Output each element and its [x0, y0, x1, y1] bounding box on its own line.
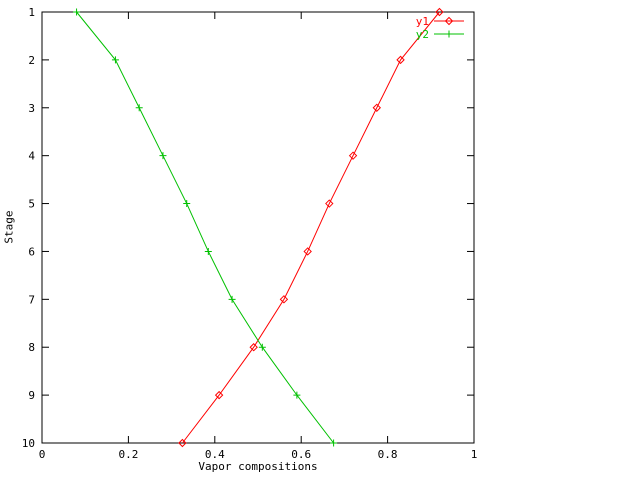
series-point-y2-stage-9	[293, 391, 301, 399]
legend-sample-marker-y2	[445, 30, 453, 38]
series-point-y2-stage-3	[135, 104, 143, 112]
y-tick-label: 7	[28, 293, 35, 306]
series-point-y2-stage-6	[204, 247, 212, 255]
x-tick-label: 0.8	[378, 448, 398, 461]
y-axis-label: Stage	[2, 210, 16, 244]
series-point-y1-stage-3	[372, 103, 382, 112]
series-point-y2-stage-4	[159, 152, 167, 160]
series-point-y2-stage-8	[258, 343, 266, 351]
y-tick-label: 3	[28, 102, 35, 115]
legend-label-y1: y1	[416, 15, 429, 28]
x-tick-label: 0.6	[291, 448, 311, 461]
plot-border	[41, 11, 475, 444]
x-tick-label: 0.4	[205, 448, 225, 461]
series-line-y2	[76, 11, 334, 444]
series-point-y1-stage-9	[214, 390, 224, 400]
x-tick-label: 0.2	[118, 448, 138, 461]
y-tick-label: 5	[28, 198, 35, 211]
series-line-y1	[182, 11, 440, 444]
x-tick-label: 1	[471, 448, 478, 461]
y-tick-label: 1	[28, 6, 35, 19]
y-tick-label: 4	[28, 150, 35, 163]
y-tick-label: 6	[28, 245, 35, 258]
series-point-y1-stage-2	[396, 55, 405, 65]
x-tick-label: 0	[39, 448, 46, 461]
series-point-y1-stage-10	[178, 438, 187, 448]
legend-sample-marker-y1	[444, 16, 454, 26]
y-tick-label: 8	[28, 341, 35, 354]
series-point-y1-stage-1	[435, 7, 444, 17]
series-point-y2-stage-7	[228, 295, 236, 303]
y-tick-label: 9	[28, 389, 35, 402]
series-point-y1-stage-4	[348, 151, 358, 160]
series-point-y2-stage-2	[111, 56, 119, 64]
series-point-y2-stage-10	[330, 439, 338, 447]
x-axis-label: Vapor compositions	[198, 460, 318, 473]
series-point-y1-stage-6	[303, 247, 312, 256]
legend-label-y2: y2	[416, 28, 429, 41]
series-point-y2-stage-5	[183, 200, 191, 208]
series-point-y1-stage-7	[279, 295, 289, 304]
y-tick-label: 2	[28, 54, 35, 67]
series-point-y1-stage-8	[249, 343, 258, 352]
y-tick-label: 10	[22, 437, 35, 450]
series-point-y1-stage-5	[325, 199, 334, 208]
series-point-y2-stage-1	[73, 8, 81, 16]
